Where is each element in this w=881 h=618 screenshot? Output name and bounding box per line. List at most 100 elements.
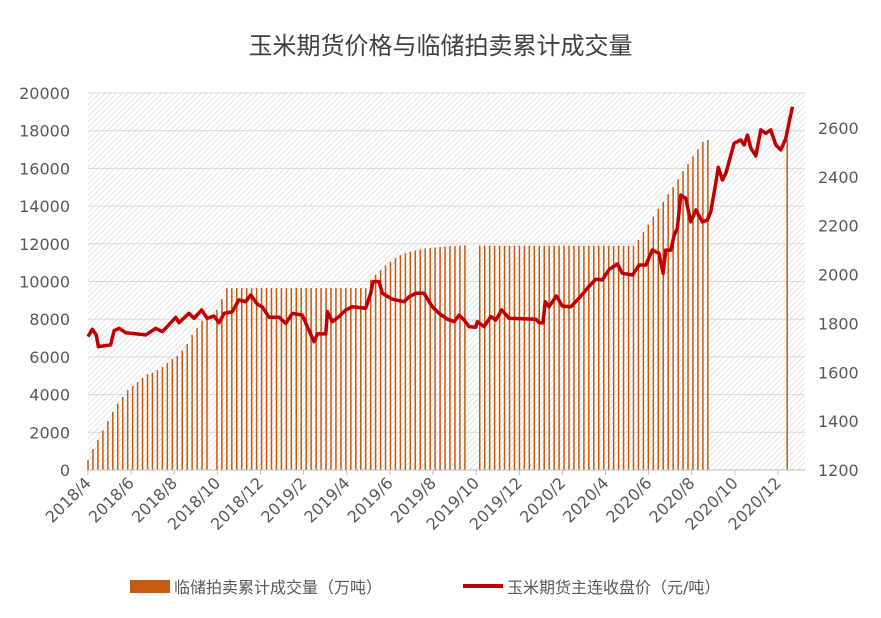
bar — [573, 245, 575, 470]
bar — [236, 288, 238, 470]
bar — [598, 245, 600, 470]
bar — [181, 350, 183, 470]
bar — [112, 411, 114, 470]
y-right-tick-label: 2600 — [818, 119, 859, 138]
bar — [677, 179, 679, 470]
bar — [503, 245, 506, 470]
bar — [300, 288, 302, 470]
bar — [439, 247, 441, 470]
bar — [444, 246, 446, 470]
y-left-tick-label: 4000 — [29, 386, 70, 405]
bar — [682, 171, 684, 471]
x-tick-label: 2020/2 — [516, 473, 569, 526]
bar — [493, 245, 496, 470]
bar — [166, 362, 169, 470]
bar — [588, 245, 590, 470]
bar — [518, 245, 521, 470]
bar — [240, 288, 243, 470]
bar — [627, 245, 630, 470]
bar — [583, 245, 585, 470]
bar — [464, 245, 466, 470]
bar — [538, 245, 541, 470]
bar — [305, 288, 307, 470]
y-left-tick-label: 20000 — [19, 84, 70, 103]
bar — [409, 251, 412, 470]
legend-item-price[interactable]: 玉米期货主连收盘价（元/吨） — [463, 574, 720, 598]
bar — [459, 245, 461, 470]
y-left-tick-label: 12000 — [19, 235, 70, 254]
bar — [201, 320, 203, 470]
bar — [632, 245, 635, 470]
bar — [369, 279, 372, 470]
bar — [97, 440, 99, 470]
bar — [87, 460, 89, 470]
bar — [657, 208, 660, 471]
bar — [121, 397, 124, 470]
bar — [355, 288, 357, 470]
price-line — [86, 106, 795, 349]
bar — [290, 288, 293, 470]
y-right-tick-label: 2200 — [818, 217, 859, 236]
bar — [404, 253, 407, 470]
y-right-tick-label: 1400 — [818, 412, 859, 431]
y-right-tick-label: 1200 — [818, 461, 859, 480]
bar — [607, 245, 610, 470]
bar — [231, 288, 233, 470]
x-tick-label: 2018/4 — [42, 473, 95, 526]
bar — [206, 319, 208, 470]
bar — [245, 288, 248, 470]
bar — [171, 358, 174, 470]
bar — [379, 270, 382, 470]
bar — [270, 288, 273, 470]
bar — [117, 403, 119, 470]
bar — [320, 288, 322, 470]
bar — [488, 245, 491, 470]
y-right-tick-label: 1800 — [818, 314, 859, 333]
bar — [617, 245, 620, 470]
y-left-tick-label: 2000 — [29, 423, 70, 442]
bar — [637, 240, 640, 470]
bar — [399, 255, 402, 470]
bar — [146, 374, 149, 470]
bar — [483, 245, 486, 470]
bar — [250, 288, 253, 470]
bar — [216, 309, 218, 470]
bar — [692, 156, 694, 470]
bar — [513, 245, 516, 470]
legend-label-volume: 临储拍卖累计成交量（万吨） — [174, 578, 383, 597]
y-left-tick-label: 18000 — [19, 122, 70, 141]
bar — [478, 245, 481, 470]
bar — [345, 288, 347, 470]
y-left-tick-label: 16000 — [19, 159, 70, 178]
bar — [131, 385, 134, 470]
bar — [707, 139, 709, 470]
bar — [578, 245, 580, 470]
bar — [92, 449, 94, 470]
bar — [697, 149, 699, 470]
bar — [568, 245, 570, 470]
bar — [186, 343, 188, 470]
bar — [226, 288, 228, 470]
legend-line-swatch — [463, 584, 503, 588]
bar — [359, 288, 362, 470]
bar — [498, 245, 501, 470]
bar — [543, 245, 545, 470]
bar — [414, 250, 417, 470]
bar — [563, 245, 565, 470]
bar — [295, 288, 298, 470]
legend-item-volume[interactable]: 临储拍卖累计成交量（万吨） — [130, 574, 382, 598]
bar — [156, 370, 159, 470]
bar — [419, 249, 421, 470]
bar — [394, 257, 397, 470]
bar — [528, 245, 531, 470]
bar — [315, 288, 317, 470]
x-tick-label: 2019/4 — [300, 473, 353, 526]
bar — [434, 247, 436, 470]
bar — [449, 246, 451, 470]
bar-series — [87, 139, 788, 471]
bar — [330, 288, 332, 470]
bar — [196, 328, 198, 470]
y-left-tick-label: 8000 — [29, 310, 70, 329]
bar — [667, 194, 669, 470]
y-left-tick-label: 6000 — [29, 348, 70, 367]
